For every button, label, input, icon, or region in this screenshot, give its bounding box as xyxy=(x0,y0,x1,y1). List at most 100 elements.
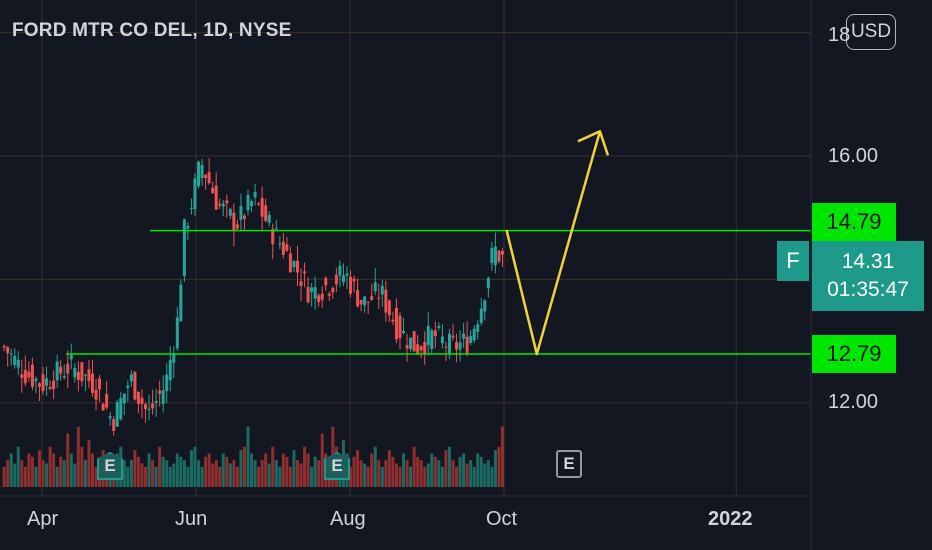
volume-bar xyxy=(349,466,353,487)
candle-body xyxy=(175,317,179,349)
volume-bar xyxy=(218,466,222,487)
volume-bar xyxy=(140,463,144,487)
candle-body xyxy=(197,161,201,187)
candle-body xyxy=(377,297,381,299)
volume-bar xyxy=(161,456,165,487)
volume-bar xyxy=(172,463,176,487)
candle-body xyxy=(55,361,59,381)
candle-body xyxy=(338,265,342,276)
volume-bar xyxy=(232,460,236,487)
candle-body xyxy=(161,390,165,405)
candle-body xyxy=(154,401,158,403)
volume-bar xyxy=(295,460,299,487)
candle-body xyxy=(426,325,430,346)
volume-bar xyxy=(486,460,490,487)
candle-body xyxy=(147,408,151,410)
candle-body xyxy=(2,345,6,348)
candle-body xyxy=(483,300,487,312)
volume-bar xyxy=(168,466,172,487)
time-tick-apr: Apr xyxy=(27,508,59,530)
horizontal-levels[interactable] xyxy=(66,229,811,355)
candle-body xyxy=(115,402,119,427)
candle-body xyxy=(221,203,225,207)
volume-bar xyxy=(416,456,420,487)
candle-body xyxy=(140,397,144,405)
projection-arrow[interactable] xyxy=(505,130,610,356)
volume-bar xyxy=(384,460,388,487)
candle-body xyxy=(306,287,310,303)
currency-button[interactable]: USD xyxy=(846,14,896,50)
candle-body xyxy=(394,307,398,340)
candle-body xyxy=(172,353,176,363)
volume-bar xyxy=(469,460,473,487)
volume-bar xyxy=(405,460,409,487)
candle-body xyxy=(105,394,109,408)
price-tick-16: 16.00 xyxy=(828,145,879,167)
earnings-event-icon[interactable]: E xyxy=(324,452,350,480)
volume-bar xyxy=(380,466,384,487)
candle-body xyxy=(235,224,239,229)
candle-body xyxy=(264,205,268,221)
volume-bar xyxy=(500,426,504,487)
candle-body xyxy=(66,363,70,374)
candle-body xyxy=(69,355,73,360)
volume-bar xyxy=(235,466,239,487)
candle-body xyxy=(490,247,494,264)
candle-body xyxy=(225,200,229,204)
volume-bar xyxy=(455,466,459,487)
candle-body xyxy=(108,416,112,419)
candle-body xyxy=(458,342,462,350)
candle-body xyxy=(211,187,215,194)
candle-body xyxy=(83,374,87,376)
candle-body xyxy=(462,333,466,339)
candle-body xyxy=(126,385,130,388)
volume-bar xyxy=(30,456,34,487)
volume-bar xyxy=(52,453,56,487)
earnings-event-icon[interactable]: E xyxy=(97,452,123,480)
volume-bar xyxy=(465,463,469,487)
candle-body xyxy=(189,207,193,209)
volume-bar xyxy=(497,446,501,487)
candle-body xyxy=(356,290,360,307)
candle-body xyxy=(207,172,211,184)
candle-body xyxy=(455,342,459,350)
candle-body xyxy=(387,300,391,316)
candle-body xyxy=(6,347,10,354)
volume-bar xyxy=(359,460,363,487)
volume-bar xyxy=(6,460,10,487)
candle-body xyxy=(278,243,282,245)
candle-body xyxy=(331,287,335,293)
symbol-title: FORD MTR CO DEL, 1D, NYSE xyxy=(12,20,292,41)
volume-bar xyxy=(16,446,20,487)
volume-bar xyxy=(48,446,52,487)
candle-body xyxy=(193,178,197,210)
volume-bar xyxy=(225,456,229,487)
candle-body xyxy=(218,203,222,206)
candle-body xyxy=(317,295,321,303)
volume-bar xyxy=(292,450,296,487)
candle-body xyxy=(419,346,423,351)
upcoming-earnings-icon[interactable]: E xyxy=(556,450,582,478)
candle-body xyxy=(179,284,183,322)
volume-bar xyxy=(87,440,91,487)
volume-bar xyxy=(440,466,444,487)
candle-body xyxy=(23,370,27,384)
volume-bar xyxy=(129,460,133,487)
candle-body xyxy=(359,299,363,305)
candle-body xyxy=(299,281,303,286)
candle-body xyxy=(73,367,77,378)
candle-body xyxy=(437,325,441,328)
candle-body xyxy=(260,198,264,217)
volume-bar xyxy=(490,466,494,487)
volume-bar xyxy=(94,466,98,487)
candle-body xyxy=(451,335,455,338)
volume-bar xyxy=(80,446,84,487)
volume-bar xyxy=(189,450,193,487)
candle-body xyxy=(402,330,406,334)
volume-bar xyxy=(458,456,462,487)
last-price-value: 14.31 xyxy=(841,250,895,273)
candle-body xyxy=(288,253,292,273)
volume-bar xyxy=(23,466,27,487)
candle-body xyxy=(274,228,278,230)
